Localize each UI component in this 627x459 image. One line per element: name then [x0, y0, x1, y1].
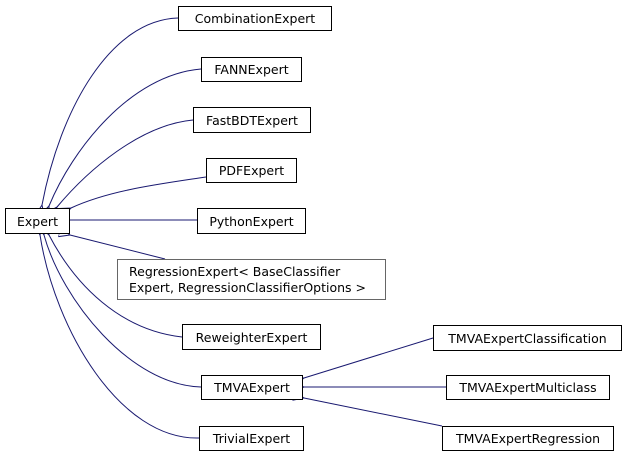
- edge-fastbdt-expert: [57, 119, 194, 207]
- edge-reweighter-expert: [49, 235, 183, 338]
- edge-tmvaclassification-tmva: [304, 337, 434, 378]
- node-regression-expert: RegressionExpert< BaseClassifier Expert,…: [117, 259, 386, 300]
- node-combination-expert[interactable]: CombinationExpert: [178, 6, 332, 31]
- node-tmva-expert-classification[interactable]: TMVAExpertClassification: [433, 325, 622, 351]
- edge-trivial-expert: [40, 235, 200, 439]
- edge-tmva-expert: [44, 235, 202, 388]
- node-trivial-expert[interactable]: TrivialExpert: [199, 426, 304, 451]
- node-tmva-expert[interactable]: TMVAExpert: [201, 375, 303, 400]
- edge-combination-expert: [42, 17, 179, 205]
- node-tmva-expert-multiclass[interactable]: TMVAExpertMulticlass: [446, 375, 610, 400]
- node-pdf-expert[interactable]: PDFExpert: [206, 158, 297, 183]
- node-expert[interactable]: Expert: [5, 208, 70, 234]
- node-tmva-expert-regression[interactable]: TMVAExpertRegression: [442, 426, 614, 451]
- edge-regression-expert: [70, 235, 166, 260]
- node-fastbdt-expert[interactable]: FastBDTExpert: [193, 107, 311, 133]
- edge-pdf-expert: [71, 176, 207, 208]
- edge-tmvaregression-tmva: [304, 398, 443, 427]
- edge-fann-expert: [49, 68, 202, 206]
- node-reweighter-expert[interactable]: ReweighterExpert: [182, 324, 321, 350]
- node-fann-expert[interactable]: FANNExpert: [201, 57, 302, 82]
- node-python-expert[interactable]: PythonExpert: [197, 208, 306, 234]
